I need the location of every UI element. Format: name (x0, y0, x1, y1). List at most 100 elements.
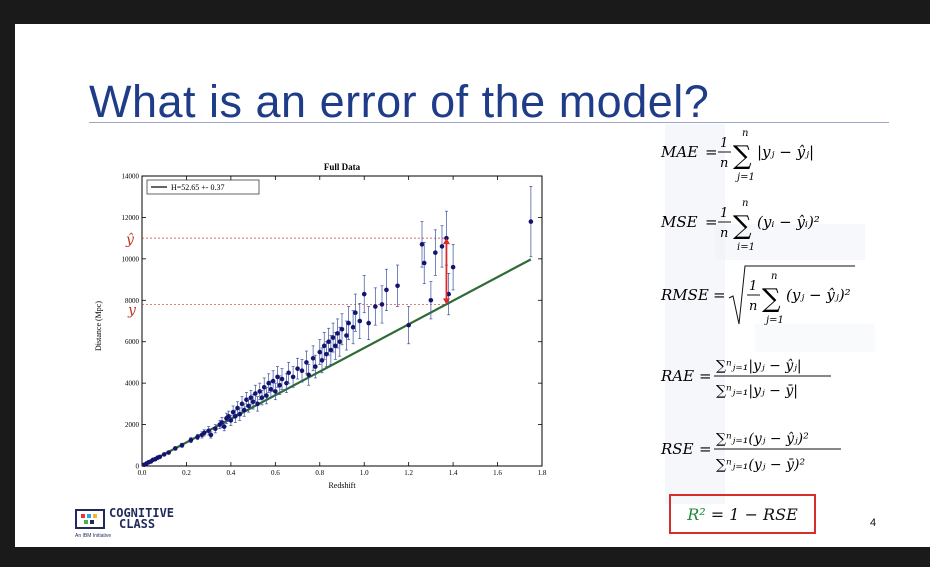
data-point (439, 244, 445, 249)
svg-text:(yⱼ − ŷⱼ)²: (yⱼ − ŷⱼ)² (786, 286, 851, 304)
y-hat-label: ŷ (125, 231, 135, 248)
svg-text:∑ⁿⱼ₌₁|yⱼ − ŷⱼ|: ∑ⁿⱼ₌₁|yⱼ − ŷⱼ| (716, 357, 802, 374)
x-tick-label: 1.8 (538, 469, 547, 477)
data-point (275, 374, 280, 380)
data-point (237, 411, 243, 417)
title-underline (89, 122, 889, 123)
data-point (361, 291, 367, 297)
svg-text:∑ⁿⱼ₌₁(yⱼ − ŷⱼ)²: ∑ⁿⱼ₌₁(yⱼ − ŷⱼ)² (716, 430, 809, 447)
data-point (268, 387, 274, 392)
svg-text:=: = (705, 143, 718, 161)
data-point (259, 395, 265, 400)
legend: H=52.65 +- 0.37 (146, 179, 260, 195)
data-point (317, 349, 323, 355)
data-point (344, 333, 349, 338)
data-point (266, 380, 271, 386)
mse-formula: MSE = 1 n ∑ n i=1 (yᵢ − ŷᵢ)² (659, 194, 859, 258)
svg-text:∑ⁿⱼ₌₁(yⱼ − ȳ)²: ∑ⁿⱼ₌₁(yⱼ − ȳ)² (716, 457, 805, 473)
rae-formula: RAE = ∑ⁿⱼ₌₁|yⱼ − ŷⱼ| ∑ⁿⱼ₌₁|yⱼ − ȳ| (659, 346, 859, 410)
top-letterbox-bar (0, 0, 930, 24)
data-point (239, 401, 245, 407)
svg-text:n: n (742, 128, 748, 139)
svg-text:n: n (720, 226, 728, 241)
data-point (273, 389, 278, 394)
svg-text:(yᵢ − ŷᵢ)²: (yᵢ − ŷᵢ)² (757, 213, 820, 231)
data-point (286, 370, 291, 376)
svg-text:=: = (713, 286, 726, 304)
data-point (450, 264, 456, 270)
data-point (226, 413, 231, 419)
data-point (373, 304, 378, 309)
data-point (406, 322, 411, 328)
data-point (173, 446, 178, 451)
svg-text:∑: ∑ (762, 284, 781, 314)
x-tick-label: 1.2 (404, 469, 413, 477)
svg-text:∑: ∑ (733, 141, 752, 171)
svg-text:i=1: i=1 (737, 242, 755, 253)
y-tick-label: 14000 (122, 173, 140, 181)
data-point (357, 318, 363, 324)
data-point (321, 343, 327, 349)
data-point (328, 347, 334, 353)
data-point (208, 432, 214, 438)
data-point (353, 310, 358, 316)
data-point (230, 409, 236, 415)
data-point (246, 403, 251, 409)
rse-formula: RSE = ∑ⁿⱼ₌₁(yⱼ − ŷⱼ)² ∑ⁿⱼ₌₁(yⱼ − ȳ)² (659, 418, 859, 482)
watermark-shape (715, 224, 865, 260)
data-point (333, 343, 338, 349)
x-tick-label: 0.4 (227, 469, 236, 477)
data-point (213, 426, 218, 432)
data-point (446, 291, 451, 297)
data-point (201, 430, 207, 436)
data-point (195, 434, 200, 440)
data-point (179, 442, 185, 448)
data-point (326, 339, 331, 345)
rae-label: RAE (660, 367, 694, 385)
mse-label: MSE (660, 213, 698, 231)
data-point (395, 283, 400, 289)
y-label: y (127, 302, 137, 318)
y-axis-label: Distance (Mpc) (94, 301, 103, 351)
svg-text:=: = (699, 367, 712, 385)
svg-text:1: 1 (749, 279, 757, 294)
y-tick-label: 2000 (125, 421, 140, 429)
data-point (330, 335, 336, 340)
mae-formula: MAE = 1 n ∑ n j=1 |yⱼ − ŷⱼ| (659, 124, 859, 188)
data-point (257, 389, 263, 394)
data-point (157, 454, 163, 460)
data-point (428, 297, 434, 303)
data-point (319, 358, 325, 363)
svg-text:n: n (771, 271, 777, 282)
logo-subtitle: An IBM Initiative (75, 533, 112, 539)
data-point (313, 364, 318, 369)
plot-frame (141, 175, 543, 467)
legend-label: H=52.65 +- 0.37 (171, 183, 224, 192)
error-arrow-head-up (442, 238, 450, 245)
data-point (384, 287, 389, 293)
data-point (304, 360, 309, 365)
svg-text:=: = (699, 440, 712, 458)
data-point (295, 366, 300, 371)
data-point (235, 405, 240, 411)
data-point (255, 401, 260, 407)
data-point (253, 391, 258, 396)
svg-text:n: n (720, 156, 728, 171)
svg-text:j=1: j=1 (764, 315, 784, 326)
svg-text:∑: ∑ (733, 211, 752, 241)
data-point (335, 331, 340, 336)
svg-text:n: n (749, 299, 757, 314)
data-point (366, 320, 371, 326)
data-point (248, 395, 254, 400)
r-squared-box: R² = 1 − RSE (669, 494, 816, 534)
data-point (379, 302, 385, 307)
page-number: 4 (870, 517, 877, 529)
svg-text:j=1: j=1 (735, 172, 755, 183)
data-point (270, 378, 276, 384)
x-tick-label: 1.4 (449, 469, 458, 477)
data-point (264, 393, 269, 398)
logo-icon (75, 509, 105, 529)
watermark-shape (665, 124, 725, 504)
x-tick-label: 0.8 (315, 469, 324, 477)
data-point (421, 260, 427, 266)
